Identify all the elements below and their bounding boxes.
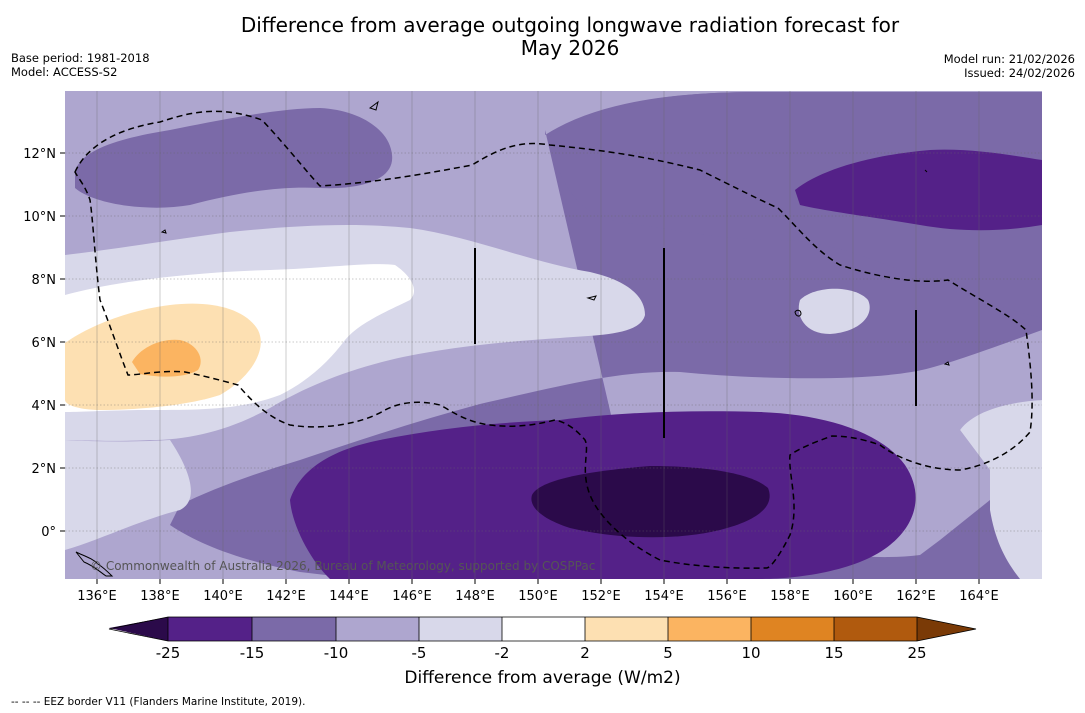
colorbar-tick-label: -5	[412, 644, 427, 662]
model-run: Model run: 21/02/2026	[943, 52, 1075, 66]
x-tick-label: 136°E	[77, 589, 117, 604]
colorbar-ticks: -25 -15 -10 -5 -2 2 5 10 15 25	[156, 644, 927, 662]
field-band-m25-m15-ne	[795, 149, 1042, 231]
field-band-m5-m2-sw	[65, 440, 191, 550]
base-period: Base period: 1981-2018	[11, 51, 150, 65]
y-tick-label: 0°	[41, 525, 56, 540]
colorbar-over	[917, 617, 976, 641]
colorbar-seg-m10-m5	[336, 617, 419, 641]
colorbar-tick-label: 25	[907, 644, 926, 662]
field-band-m5-m2-east	[798, 288, 870, 334]
colorbar-tick-label: -2	[495, 644, 510, 662]
model-name: Model: ACCESS-S2	[11, 65, 118, 79]
field-band-p5-p10	[132, 339, 201, 377]
colorbar-seg-m15-m10	[252, 617, 336, 641]
colorbar-label: Difference from average (W/m2)	[404, 668, 681, 688]
issued-date: Issued: 24/02/2026	[964, 66, 1075, 80]
colorbar-under	[109, 617, 168, 641]
island-outlines	[75, 100, 950, 577]
colorbar-tick-label: -15	[240, 644, 265, 662]
x-tick-label: 160°E	[833, 589, 873, 604]
data-markers	[474, 248, 917, 438]
y-tick-label: 2°N	[32, 462, 57, 477]
x-tick-label: 162°E	[896, 589, 936, 604]
colorbar-tick-label: 15	[824, 644, 843, 662]
colorbar: -25 -15 -10 -5 -2 2 5 10 15 25	[108, 616, 977, 662]
colorbar-tick-label: -25	[156, 644, 181, 662]
colorbar-tick-label: 5	[663, 644, 673, 662]
footer-note: -- -- -- EEZ border V11 (Flanders Marine…	[11, 696, 306, 708]
meta-left: Base period: 1981-2018 Model: ACCESS-S2	[11, 51, 150, 79]
y-tick-label: 4°N	[32, 399, 57, 414]
x-tick-label: 158°E	[770, 589, 810, 604]
y-axis-ticks: 12°N 10°N 8°N 6°N 4°N 2°N 0°	[23, 147, 65, 540]
colorbar-seg-p10-p15	[751, 617, 834, 641]
x-tick-label: 138°E	[140, 589, 180, 604]
field-band-m15-m10-upper	[548, 92, 1042, 318]
y-tick-label: 10°N	[23, 210, 56, 225]
copyright-text: © Commonwealth of Australia 2026, Bureau…	[90, 559, 595, 573]
x-tick-label: 164°E	[959, 589, 999, 604]
colorbar-tick-label: -10	[324, 644, 349, 662]
colorbar-seg-m2-p2	[502, 617, 585, 641]
title-line-2: May 2026	[520, 36, 620, 60]
colorbar-seg-m25-m15	[168, 617, 252, 641]
x-tick-label: 146°E	[392, 589, 432, 604]
x-tick-label: 140°E	[203, 589, 243, 604]
x-tick-label: 144°E	[329, 589, 369, 604]
colorbar-seg-p2-p5	[585, 617, 668, 641]
y-tick-label: 8°N	[32, 273, 57, 288]
x-tick-label: 154°E	[644, 589, 684, 604]
colorbar-seg-m5-m2	[419, 617, 502, 641]
eez-border	[74, 110, 1033, 569]
title-line-1: Difference from average outgoing longwav…	[240, 13, 900, 37]
map-panel: © Commonwealth of Australia 2026, Bureau…	[65, 91, 1042, 579]
x-tick-label: 152°E	[581, 589, 621, 604]
colorbar-tick-label: 10	[741, 644, 760, 662]
x-tick-label: 142°E	[266, 589, 306, 604]
x-axis-ticks: 136°E 138°E 140°E 142°E 144°E 146°E 148°E 150°E…	[77, 579, 999, 604]
y-tick-label: 6°N	[32, 336, 57, 351]
x-tick-label: 148°E	[455, 589, 495, 604]
colorbar-seg-p15-p25	[834, 617, 917, 641]
x-tick-label: 150°E	[518, 589, 558, 604]
y-tick-label: 12°N	[23, 147, 56, 162]
field-band-m5-m2-se	[960, 400, 1042, 579]
field-band-m15-m10-nw	[75, 108, 393, 208]
chart-title: Difference from average outgoing longwav…	[220, 14, 920, 60]
x-tick-label: 156°E	[707, 589, 747, 604]
meta-right: Model run: 21/02/2026 Issued: 24/02/2026	[944, 52, 1075, 80]
colorbar-seg-p5-p10	[668, 617, 751, 641]
colorbar-tick-label: 2	[580, 644, 590, 662]
field-band-lt-m25	[531, 466, 770, 538]
